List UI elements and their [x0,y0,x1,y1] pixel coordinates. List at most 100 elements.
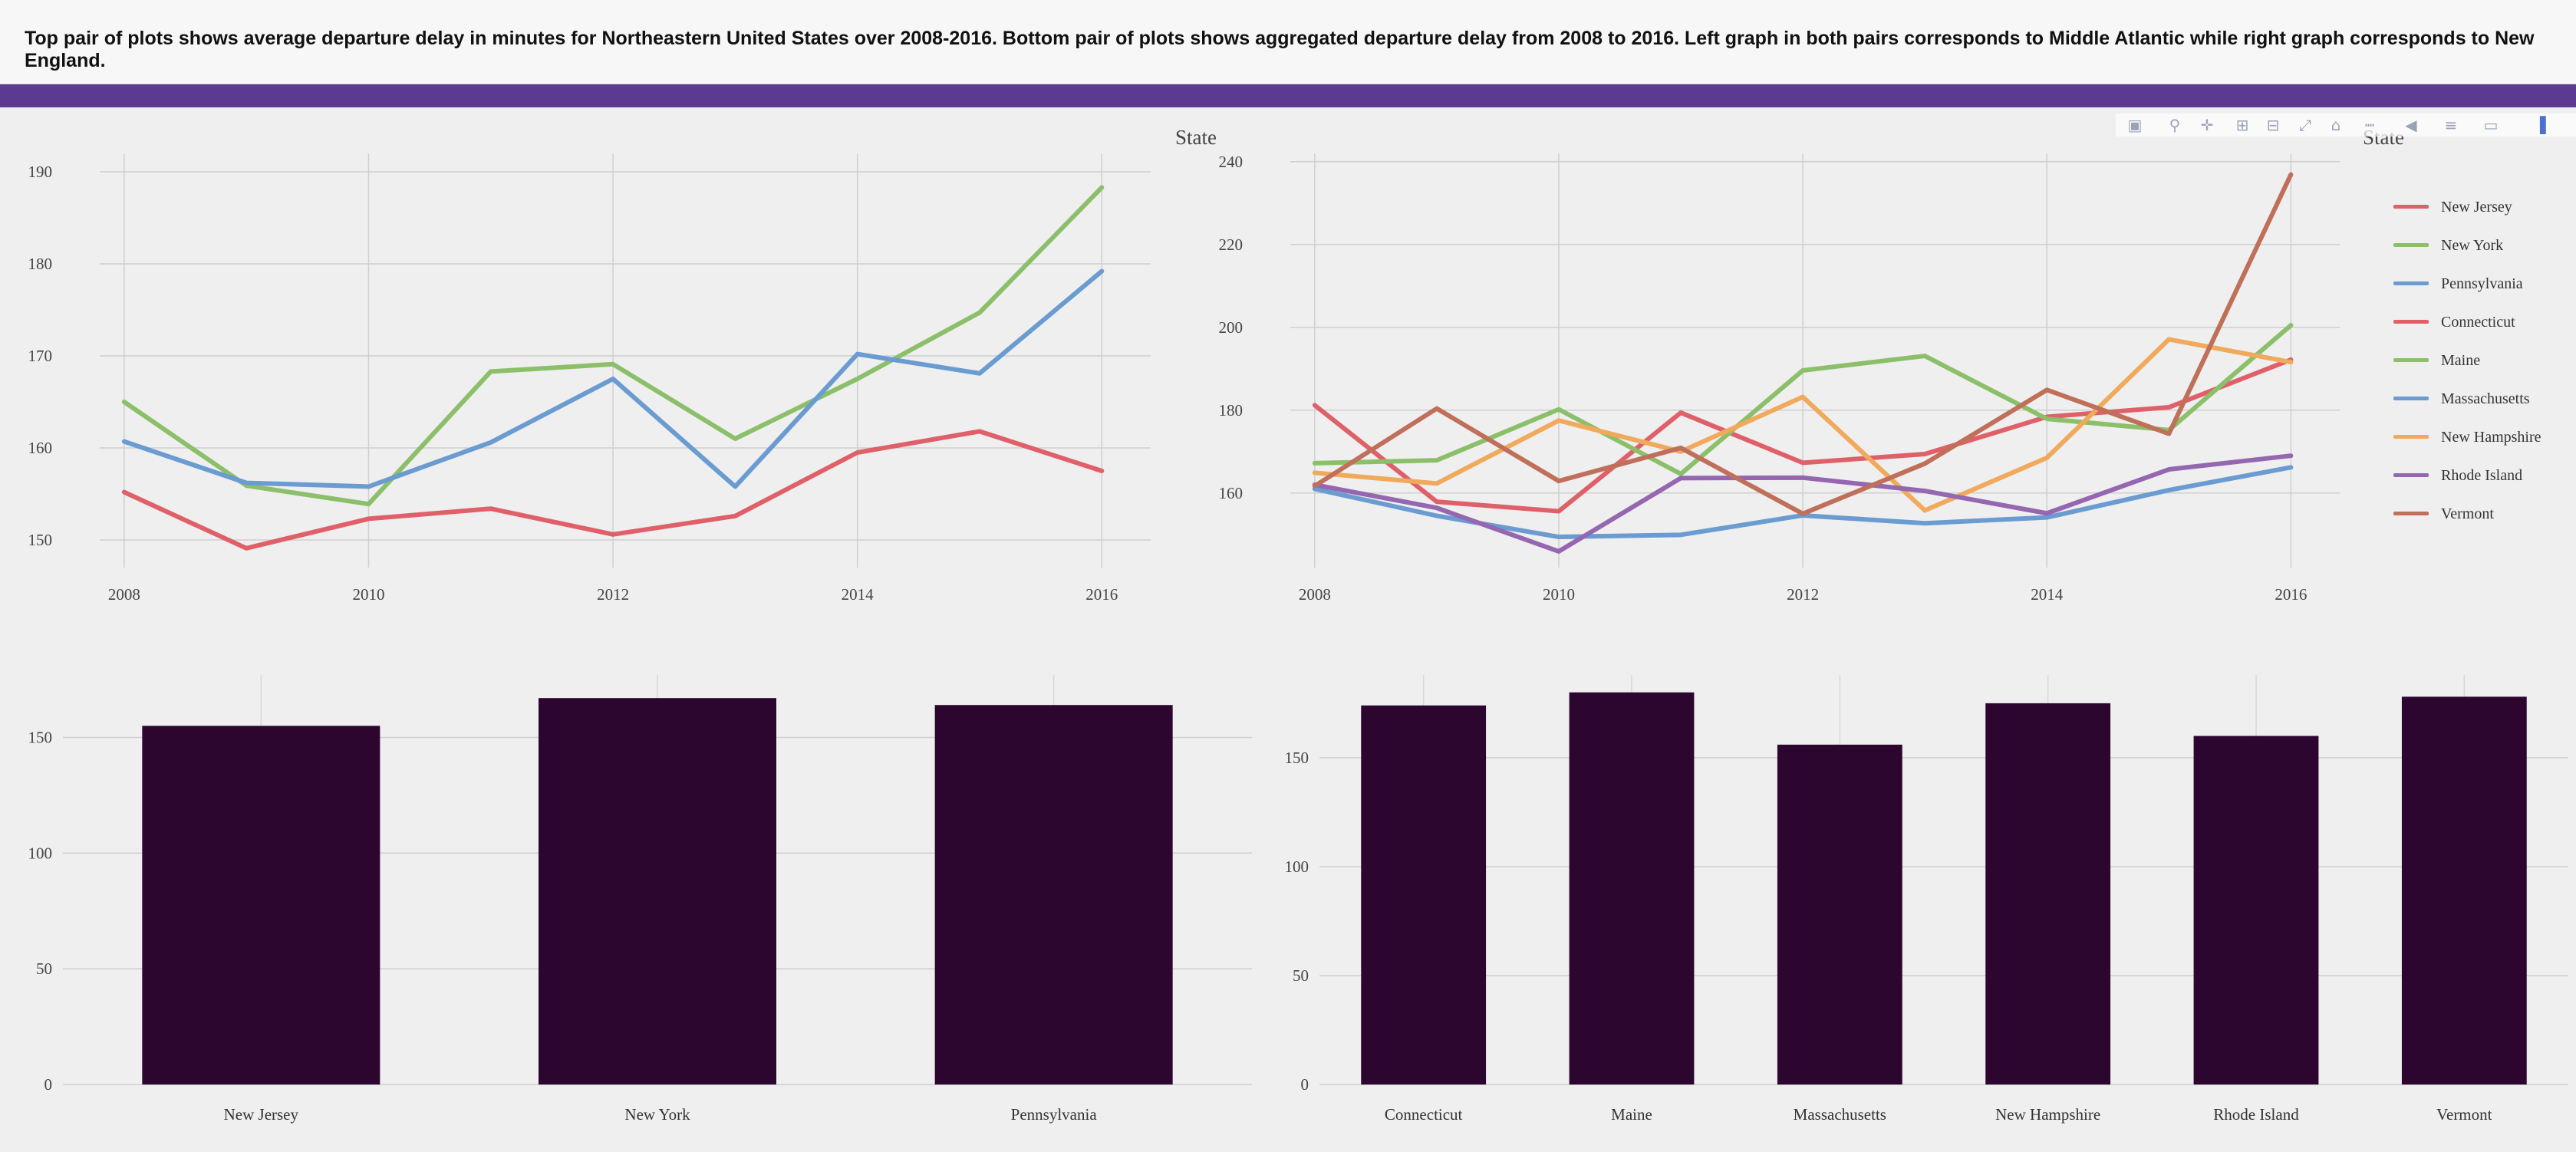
legend-swatch [2393,320,2429,324]
chart-description: Top pair of plots shows average departur… [25,28,2535,71]
series-line-new-hampshire[interactable] [1312,337,2294,513]
autoscale-icon[interactable]: ⤢ [2299,116,2311,134]
x-tick-label: 2014 [2031,585,2064,604]
y-tick-label: 160 [28,439,53,457]
legend-swatch [2393,473,2429,477]
x-tick-label: New Jersey [224,1105,299,1124]
new-england-bar-chart[interactable]: 0 50 100 150 Connecticut Maine Massachusetts Ne… [1258,660,2576,1150]
bar-maine[interactable] [1569,692,1695,1085]
y-tick-label: 200 [1219,318,1244,337]
legend-swatch [2393,243,2429,247]
x-tick-label: 2008 [108,585,140,604]
legend-item-vermont[interactable]: Vermont [2393,502,2576,541]
series-line-rhode-island[interactable] [1312,453,2294,554]
legend-item-new-hampshire[interactable]: New Hampshire [2393,426,2576,464]
bar-massachusetts[interactable] [1777,744,1902,1085]
legend-item-new-jersey[interactable]: New Jersey [2393,196,2576,234]
camera-icon[interactable]: ▣ [2127,116,2143,134]
legend-item-pennsylvania[interactable]: Pennsylvania [2393,272,2576,311]
x-tick-label: Pennsylvania [1011,1105,1098,1124]
legend-swatch [2393,358,2429,362]
spike-lines-icon[interactable]: ┉ [2364,116,2375,134]
y-tick-label: 50 [1293,966,1309,985]
bar-pennsylvania[interactable] [934,705,1173,1085]
y-tick-label: 100 [1285,857,1309,876]
reset-axes-icon[interactable]: ⌂ [2331,116,2341,134]
legend-label: Rhode Island [2441,467,2523,484]
middle-atlantic-bar-chart[interactable]: 0 50 100 150 New Jersey New York Pennsylvania [0,660,1258,1150]
x-tick-label: New Hampshire [1995,1105,2100,1124]
legend-item-maine[interactable]: Maine [2393,349,2576,387]
x-tick-label: 2016 [1085,585,1118,604]
y-tick-label: 0 [44,1075,53,1094]
y-tick-label: 180 [1219,401,1244,420]
plotly-modebar: ▣ ⚲ ✛ ⊞ ⊟ ⤢ ⌂ ┉ ◀ ≡ ▭ ▐ [2116,114,2576,137]
pan-icon[interactable]: ✛ [2200,116,2214,134]
legend-item-rhode-island[interactable]: Rhode Island [2393,464,2576,502]
x-tick-label: 2014 [842,585,875,604]
legend-swatch [2393,281,2429,285]
y-tick-label: 190 [28,163,53,181]
x-tick-label: 2012 [597,585,629,604]
zoom-out-icon[interactable]: ⊟ [2266,116,2280,134]
y-tick-label: 180 [28,255,53,273]
y-tick-label: 150 [1285,749,1309,767]
zoom-in-icon[interactable]: ⊞ [2235,116,2249,134]
state-legend: New Jersey New York Pennsylvania Connecticu… [2393,196,2576,541]
bar-connecticut[interactable] [1361,705,1487,1085]
legend-label: Massachusetts [2441,390,2530,407]
hover-closest-icon[interactable]: ◀ [2405,116,2417,134]
y-tick-label: 220 [1219,235,1244,254]
x-tick-label: Vermont [2436,1105,2492,1124]
legend-label: New Jersey [2441,199,2512,216]
series-line-new-jersey[interactable] [121,429,1105,551]
x-tick-label: 2016 [2275,585,2307,604]
zoom-icon[interactable]: ⚲ [2169,116,2181,134]
plotly-logo-icon[interactable]: ▐ [2534,116,2546,134]
series-line-maine[interactable] [1312,323,2294,476]
legend-label: New York [2441,237,2504,254]
middle-atlantic-line-chart[interactable]: 150 160 170 180 190 2008 2010 2012 2014 2016 [0,123,1158,629]
x-tick-label: 2010 [1543,585,1575,604]
legend-swatch [2393,205,2429,209]
new-england-line-chart[interactable]: 160 180 200 220 240 2008 2010 2012 2014 2016 [1158,123,2386,629]
book-icon[interactable]: ▭ [2483,116,2499,134]
hover-compare-icon[interactable]: ≡ [2444,116,2458,134]
y-tick-label: 50 [36,959,52,978]
x-tick-label: Connecticut [1385,1105,1463,1124]
header-accent-bar [0,84,2576,107]
y-tick-label: 240 [1219,153,1244,171]
bar-new-hampshire[interactable] [1985,703,2111,1085]
legend-swatch [2393,435,2429,439]
bar-rhode-island[interactable] [2193,736,2319,1085]
legend-swatch [2393,397,2429,400]
series-line-pennsylvania[interactable] [121,268,1105,489]
series-line-connecticut[interactable] [1312,357,2294,514]
series-line-new-york[interactable] [121,185,1105,507]
state-legend-title: State [1175,126,1217,149]
series-line-vermont[interactable] [1312,172,2294,516]
legend-item-connecticut[interactable]: Connecticut [2393,311,2576,349]
x-tick-label: New York [624,1105,690,1124]
x-tick-label: 2012 [1787,585,1819,604]
y-tick-label: 170 [28,347,53,365]
legend-label: Pennsylvania [2441,275,2523,292]
legend-label: Vermont [2441,505,2494,522]
x-tick-label: Massachusetts [1794,1105,1886,1124]
x-tick-label: Maine [1611,1105,1652,1124]
legend-item-massachusetts[interactable]: Massachusetts [2393,387,2576,426]
page-header: Top pair of plots shows average departur… [0,0,2576,84]
legend-label: Connecticut [2441,314,2515,331]
legend-swatch [2393,512,2429,515]
y-tick-label: 100 [28,844,53,862]
y-tick-label: 160 [1219,484,1244,502]
bar-new-jersey[interactable] [142,726,380,1085]
x-tick-label: Rhode Island [2213,1105,2299,1124]
legend-label: New Hampshire [2441,429,2541,446]
x-tick-label: 2008 [1299,585,1331,604]
y-tick-label: 0 [1301,1075,1309,1094]
bar-vermont[interactable] [2401,696,2527,1085]
legend-label: Maine [2441,352,2481,369]
legend-item-new-york[interactable]: New York [2393,234,2576,272]
bar-new-york[interactable] [539,698,776,1085]
